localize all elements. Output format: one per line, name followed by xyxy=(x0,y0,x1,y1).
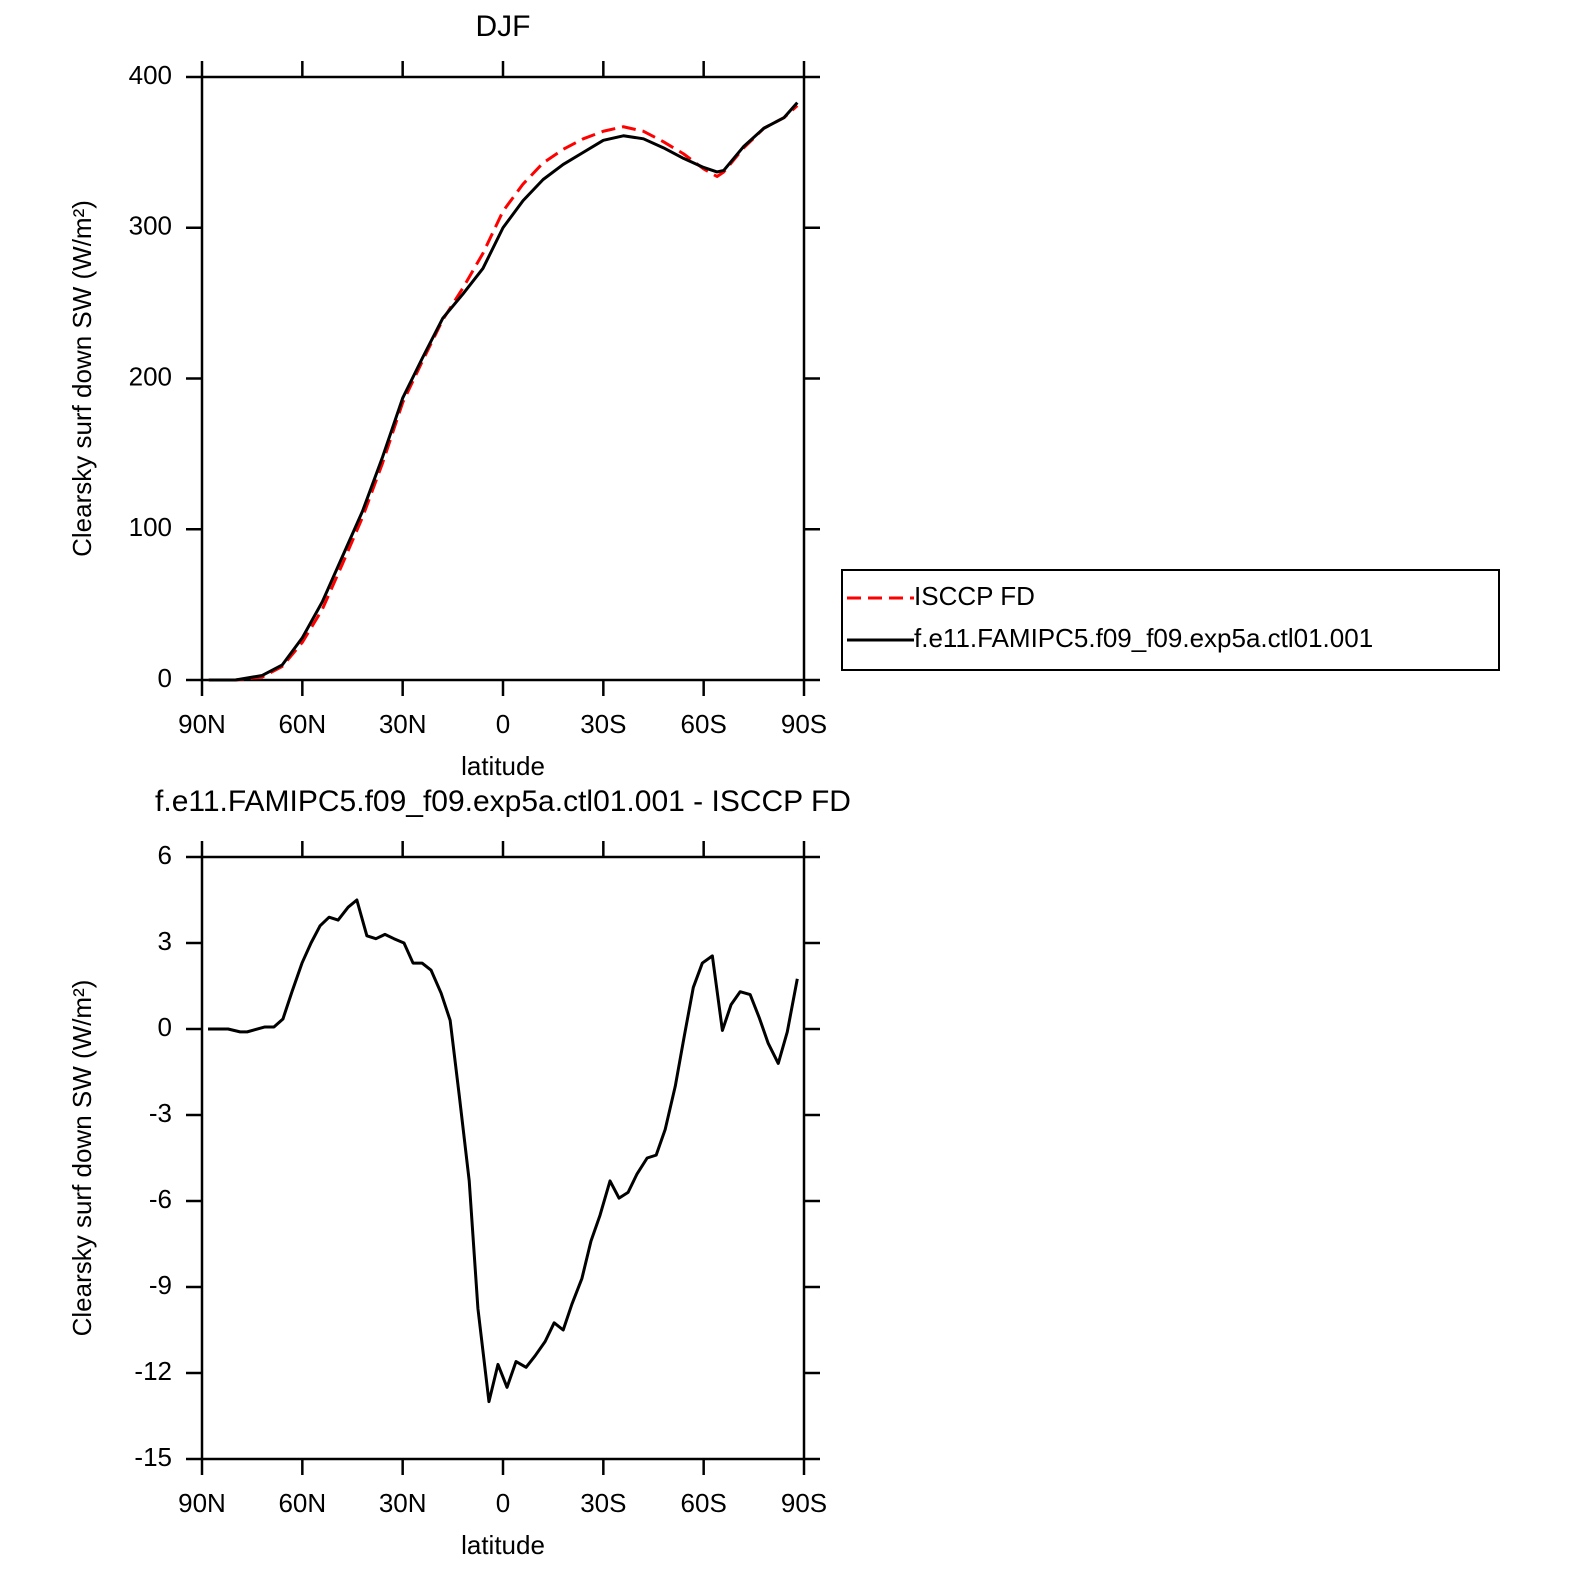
y-tick-label: 6 xyxy=(158,840,172,870)
legend-label: ISCCP FD xyxy=(914,581,1035,611)
plot-frame xyxy=(200,855,806,1461)
x-tick-label: 90S xyxy=(781,709,827,739)
y-tick-label: 300 xyxy=(129,211,172,241)
y-tick-label: 0 xyxy=(158,663,172,693)
y-tick-label: -12 xyxy=(134,1356,172,1386)
x-tick-label: 90N xyxy=(178,709,226,739)
y-tick-label: -3 xyxy=(149,1098,172,1128)
x-tick-label: 30N xyxy=(379,1488,427,1518)
x-axis-label: latitude xyxy=(461,751,545,781)
y-tick-label: 100 xyxy=(129,512,172,542)
chart-title: DJF xyxy=(476,10,531,43)
y-tick-label: 3 xyxy=(158,926,172,956)
data-line xyxy=(208,101,799,682)
x-tick-label: 30S xyxy=(580,709,626,739)
x-tick-label: 30S xyxy=(580,1488,626,1518)
x-tick-label: 60N xyxy=(278,1488,326,1518)
y-tick-label: 0 xyxy=(158,1012,172,1042)
legend-label: f.e11.FAMIPC5.f09_f09.exp5a.ctl01.001 xyxy=(914,623,1373,653)
data-line xyxy=(208,104,799,682)
x-tick-label: 0 xyxy=(496,709,510,739)
x-tick-label: 30N xyxy=(379,709,427,739)
y-tick-label: 200 xyxy=(129,361,172,391)
y-tick-label: 400 xyxy=(129,60,172,90)
y-tick-label: -9 xyxy=(149,1270,172,1300)
x-tick-label: 60N xyxy=(278,709,326,739)
legend-box xyxy=(841,569,1500,671)
y-axis-label: Clearsky surf down SW (W/m²) xyxy=(67,980,97,1337)
x-tick-label: 90N xyxy=(178,1488,226,1518)
x-tick-label: 0 xyxy=(496,1488,510,1518)
plot-frame xyxy=(200,75,806,682)
x-tick-label: 60S xyxy=(681,1488,727,1518)
data-line xyxy=(208,898,799,1404)
y-axis-label: Clearsky surf down SW (W/m²) xyxy=(67,200,97,557)
x-axis-label: latitude xyxy=(461,1530,545,1560)
y-tick-label: -15 xyxy=(134,1442,172,1472)
chart-title: f.e11.FAMIPC5.f09_f09.exp5a.ctl01.001 - … xyxy=(155,785,851,818)
x-tick-label: 60S xyxy=(681,709,727,739)
x-tick-label: 90S xyxy=(781,1488,827,1518)
y-tick-label: -6 xyxy=(149,1184,172,1214)
